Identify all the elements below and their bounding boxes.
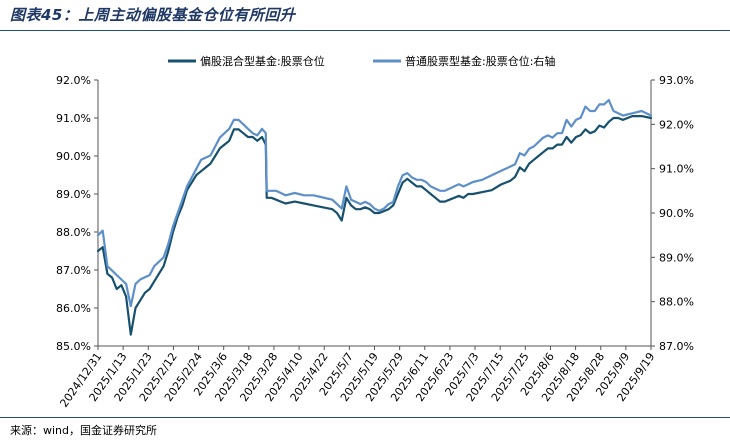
- y-left-tick-label: 90.0%: [56, 150, 91, 163]
- y-right-tick-label: 90.0%: [659, 207, 694, 220]
- y-left-tick-label: 88.0%: [56, 226, 91, 239]
- y-right-tick-label: 92.0%: [659, 118, 694, 131]
- y-left-tick-label: 86.0%: [56, 302, 91, 315]
- y-right-tick-label: 93.0%: [659, 74, 694, 87]
- position-chart: 偏股混合型基金:股票仓位 普通股票型基金:股票仓位:右轴 85.0%86.0%8…: [56, 54, 694, 410]
- title-divider: [0, 30, 730, 31]
- figure-title: 图表45：上周主动偏股基金仓位有所回升: [10, 6, 296, 24]
- series-line-ordinary: [96, 98, 653, 308]
- footer-divider: [0, 417, 730, 418]
- y-left-tick-label: 87.0%: [56, 264, 91, 277]
- series-layer: [96, 98, 653, 336]
- source-note: 来源：wind，国金证券研究所: [10, 424, 158, 437]
- y-right-tick-label: 91.0%: [659, 163, 694, 176]
- series-line-mixed: [96, 115, 653, 336]
- y-right-tick-label: 89.0%: [659, 251, 694, 264]
- y-left-tick-label: 91.0%: [56, 112, 91, 125]
- y-left-tick-label: 89.0%: [56, 188, 91, 201]
- y-left-tick-label: 92.0%: [56, 74, 91, 87]
- legend-label-ordinary: 普通股票型基金:股票仓位:右轴: [405, 54, 555, 68]
- legend: 偏股混合型基金:股票仓位 普通股票型基金:股票仓位:右轴: [168, 54, 555, 68]
- axes: 85.0% 86.0% 87.0% 88.0% 89.0% 90.0% 91.0% 92.0%…: [56, 74, 694, 410]
- legend-label-mixed: 偏股混合型基金:股票仓位: [200, 54, 325, 68]
- y-right-tick-label: 87.0%: [659, 340, 694, 353]
- y-right-tick-label: 88.0%: [659, 296, 694, 309]
- y-left-tick-label: 85.0%: [56, 340, 91, 353]
